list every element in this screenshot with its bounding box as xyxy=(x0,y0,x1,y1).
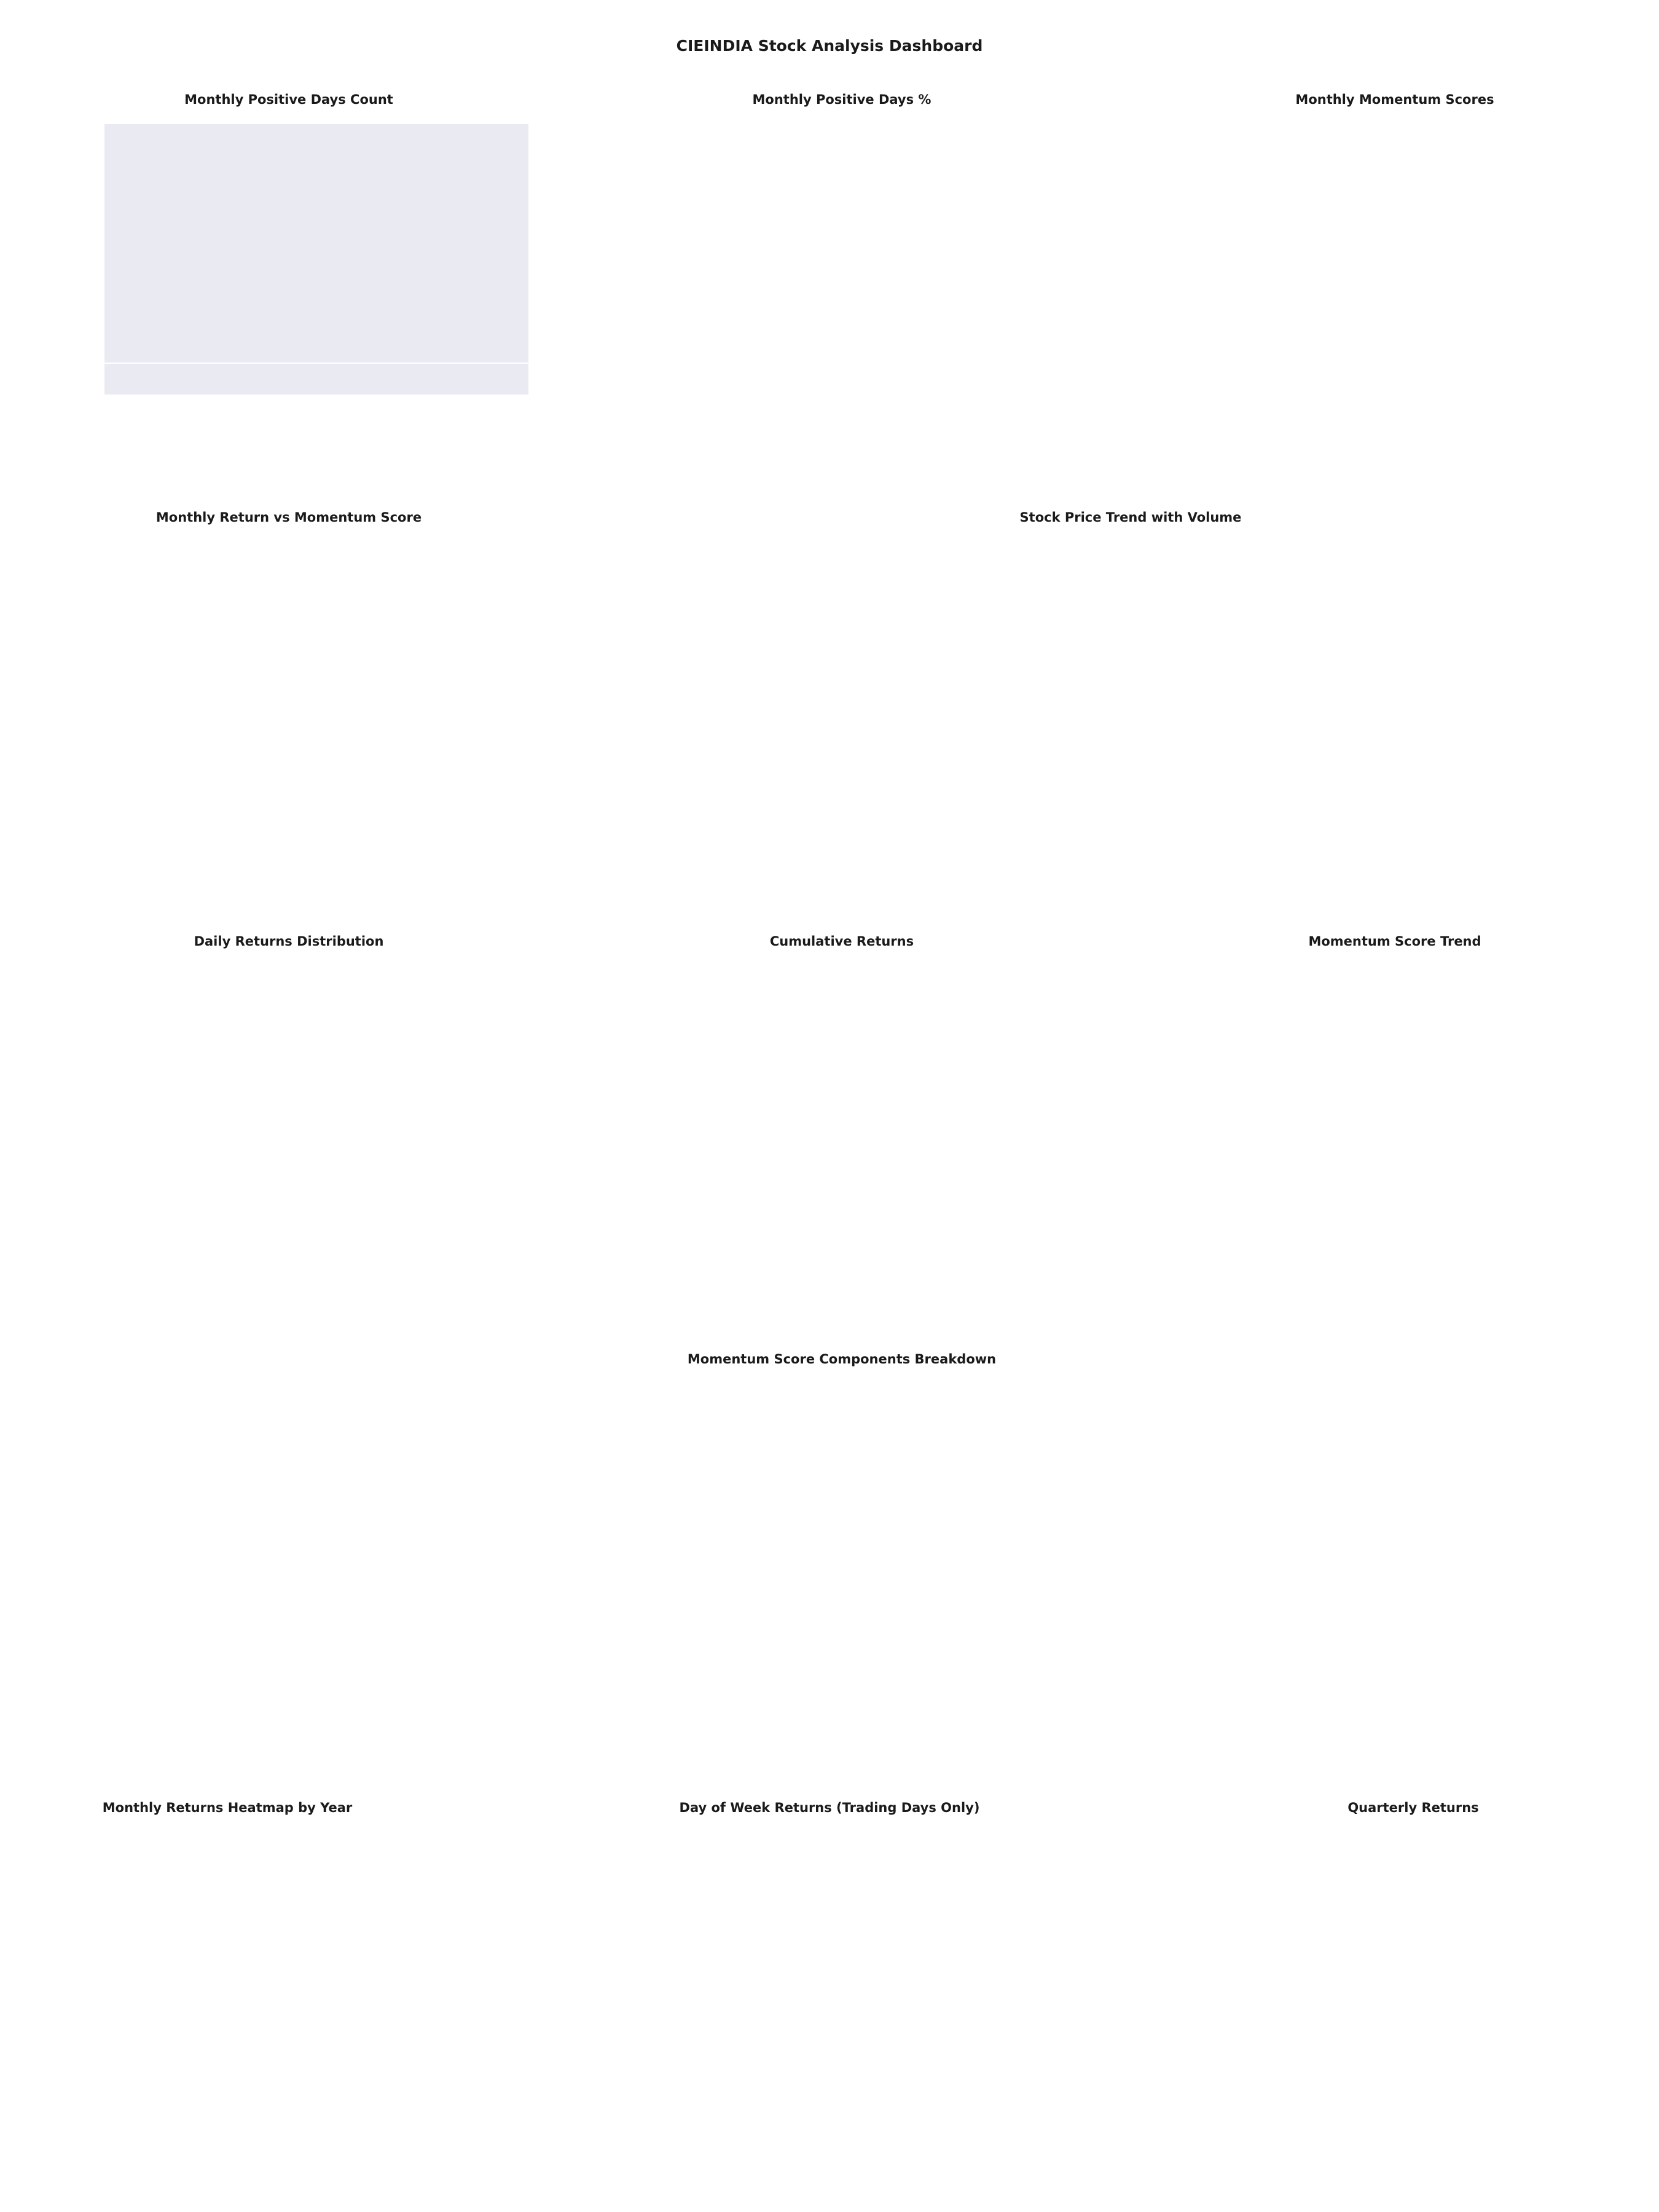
chart-title: Cumulative Returns xyxy=(769,934,914,949)
chart-day-of-week-returns: Day of Week Returns (Trading Days Only) xyxy=(553,1800,1106,2181)
chart-monthly-momentum-scores: Monthly Momentum Scores xyxy=(1143,92,1647,473)
chart-title: Monthly Momentum Scores xyxy=(1295,92,1494,107)
chart-quarterly-returns: Quarterly Returns xyxy=(1180,1800,1647,2181)
plot-area xyxy=(104,124,528,394)
chart-daily-returns-distribution: Daily Returns Distribution xyxy=(37,934,541,1278)
chart-monthly-returns-heatmap: Monthly Returns Heatmap by Year xyxy=(37,1800,418,2181)
chart-cumulative-returns: Cumulative Returns xyxy=(590,934,1094,1278)
chart-title: Monthly Return vs Momentum Score xyxy=(155,510,422,525)
chart-momentum-components-breakdown: Momentum Score Components Breakdown xyxy=(37,1352,1647,1770)
chart-title: Monthly Positive Days Count xyxy=(184,92,393,107)
chart-title: Daily Returns Distribution xyxy=(194,934,384,949)
chart-monthly-positive-days-pct: Monthly Positive Days % xyxy=(590,92,1094,473)
chart-title: Monthly Returns Heatmap by Year xyxy=(102,1800,353,1815)
chart-momentum-score-trend: Momentum Score Trend xyxy=(1143,934,1647,1278)
chart-title: Stock Price Trend with Volume xyxy=(1019,510,1242,525)
chart-stock-price-trend: Stock Price Trend with Volume xyxy=(614,510,1647,866)
chart-title: Momentum Score Trend xyxy=(1308,934,1481,949)
chart-return-vs-momentum: Monthly Return vs Momentum Score xyxy=(37,510,541,866)
chart-monthly-positive-days-count: Monthly Positive Days Count xyxy=(37,92,541,473)
chart-title: Day of Week Returns (Trading Days Only) xyxy=(679,1800,980,1815)
chart-title: Monthly Positive Days % xyxy=(752,92,931,107)
chart-title: Quarterly Returns xyxy=(1347,1800,1479,1815)
dashboard-title: CIEINDIA Stock Analysis Dashboard xyxy=(676,37,983,55)
chart-title: Momentum Score Components Breakdown xyxy=(687,1352,997,1367)
